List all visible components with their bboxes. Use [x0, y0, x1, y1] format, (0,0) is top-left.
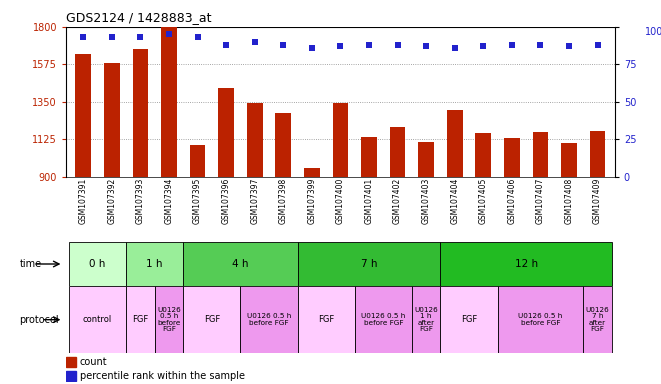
- Text: FGF: FGF: [132, 315, 149, 324]
- Point: [421, 43, 432, 50]
- Bar: [297, 286, 355, 353]
- Point: [221, 42, 231, 48]
- Text: 12 h: 12 h: [514, 259, 537, 269]
- Bar: [355, 286, 412, 353]
- Bar: [183, 286, 241, 353]
- Text: 0 h: 0 h: [89, 259, 106, 269]
- Text: 7 h: 7 h: [361, 259, 377, 269]
- Text: GDS2124 / 1428883_at: GDS2124 / 1428883_at: [66, 11, 212, 24]
- Bar: [66, 371, 76, 381]
- Text: U0126 0.5 h
before FGF: U0126 0.5 h before FGF: [247, 313, 291, 326]
- Bar: [104, 63, 120, 177]
- Text: U0126
1 h
after
FGF: U0126 1 h after FGF: [414, 307, 438, 333]
- Bar: [75, 53, 91, 177]
- Bar: [504, 138, 520, 177]
- Bar: [447, 110, 463, 177]
- Bar: [247, 103, 262, 177]
- Bar: [590, 131, 605, 177]
- Bar: [418, 142, 434, 177]
- Point: [135, 34, 145, 40]
- Text: FGF: FGF: [461, 315, 477, 324]
- Point: [249, 39, 260, 45]
- Point: [278, 42, 289, 48]
- Text: U0126
0.5 h
before
FGF: U0126 0.5 h before FGF: [157, 307, 181, 333]
- Bar: [241, 286, 297, 353]
- Bar: [190, 145, 206, 177]
- Bar: [69, 242, 126, 286]
- Text: FGF: FGF: [318, 315, 334, 324]
- Bar: [66, 357, 76, 367]
- Text: 1 h: 1 h: [147, 259, 163, 269]
- Point: [335, 43, 346, 50]
- Bar: [361, 137, 377, 177]
- Bar: [297, 242, 440, 286]
- Text: count: count: [80, 357, 108, 367]
- Point: [364, 42, 374, 48]
- Bar: [155, 286, 183, 353]
- Bar: [390, 127, 405, 177]
- Text: U0126 0.5 h
before FGF: U0126 0.5 h before FGF: [518, 313, 563, 326]
- Text: 4 h: 4 h: [232, 259, 249, 269]
- Bar: [440, 286, 498, 353]
- Text: time: time: [19, 259, 42, 269]
- Bar: [332, 103, 348, 177]
- Bar: [126, 242, 183, 286]
- Point: [449, 45, 460, 51]
- Bar: [475, 133, 491, 177]
- Bar: [69, 286, 126, 353]
- Point: [106, 34, 117, 40]
- Point: [78, 34, 89, 40]
- Bar: [498, 286, 583, 353]
- Bar: [412, 286, 440, 353]
- Bar: [161, 27, 177, 177]
- Bar: [126, 286, 155, 353]
- Point: [506, 42, 517, 48]
- Point: [392, 42, 403, 48]
- Bar: [276, 113, 291, 177]
- Bar: [440, 242, 612, 286]
- Point: [164, 31, 175, 38]
- Bar: [133, 48, 148, 177]
- Bar: [583, 286, 612, 353]
- Text: U0126
7 h
after
FGF: U0126 7 h after FGF: [586, 307, 609, 333]
- Text: FGF: FGF: [204, 315, 220, 324]
- Point: [535, 42, 546, 48]
- Point: [307, 45, 317, 51]
- Bar: [533, 132, 548, 177]
- Point: [592, 42, 603, 48]
- Point: [192, 34, 203, 40]
- Text: U0126 0.5 h
before FGF: U0126 0.5 h before FGF: [361, 313, 405, 326]
- Point: [564, 43, 574, 50]
- Text: percentile rank within the sample: percentile rank within the sample: [80, 371, 245, 381]
- Point: [478, 43, 488, 50]
- Text: control: control: [83, 315, 112, 324]
- Bar: [304, 168, 320, 177]
- Bar: [561, 143, 577, 177]
- Text: 100%: 100%: [645, 27, 661, 37]
- Bar: [218, 88, 234, 177]
- Bar: [183, 242, 297, 286]
- Text: protocol: protocol: [19, 314, 59, 325]
